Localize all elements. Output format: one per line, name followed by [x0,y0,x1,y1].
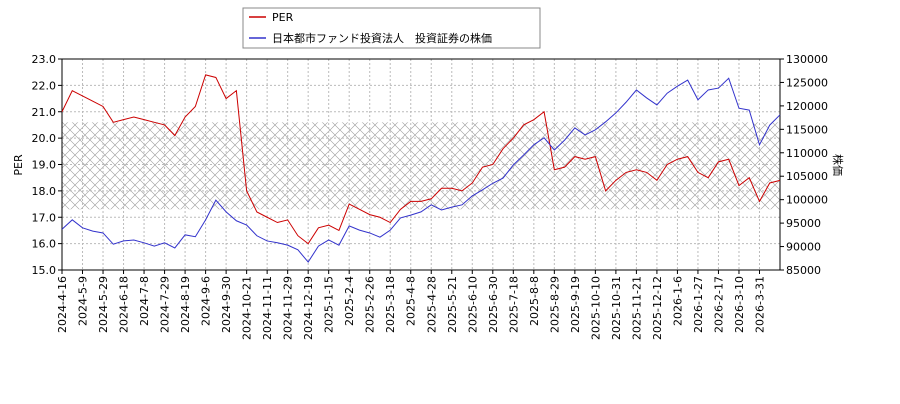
x-tick-label: 2025-12-12 [651,276,664,340]
y2-tick-label: 95000 [786,217,821,230]
y2-tick-label: 100000 [786,194,828,207]
x-tick-label: 2024-6-18 [118,276,131,333]
x-tick-label: 2026-2-17 [712,276,725,333]
y-tick-label: 19.0 [32,159,57,172]
y-tick-label: 18.0 [32,185,57,198]
x-tick-label: 2024-5-29 [97,276,110,333]
x-tick-label: 2025-11-21 [630,276,643,340]
x-tick-label: 2024-5-9 [77,276,90,326]
y-tick-label: 20.0 [32,132,57,145]
y2-tick-label: 105000 [786,170,828,183]
legend: PER 日本都市ファンド投資法人 投資証券の株価 [242,7,541,49]
x-tick-label: 2025-1-15 [323,276,336,333]
x-tick-label: 2025-4-8 [405,276,418,326]
y-tick-label: 21.0 [32,106,57,119]
y-tick-label: 15.0 [32,264,57,277]
x-tick-label: 2024-11-11 [261,276,274,340]
y-tick-label: 16.0 [32,238,57,251]
x-tick-label: 2025-4-28 [425,276,438,333]
shaded-band [62,122,780,210]
x-tick-label: 2024-9-30 [220,276,233,333]
y-tick-label: 17.0 [32,211,57,224]
x-tick-label: 2026-1-27 [692,276,705,333]
series-line [61,74,781,245]
y2-tick-label: 120000 [786,100,828,113]
x-tick-label: 2025-6-30 [487,276,500,333]
y-axis-title: PER [12,154,25,176]
x-tick-label: 2024-7-8 [138,276,151,326]
y2-tick-label: 115000 [786,123,828,136]
y2-tick-label: 110000 [786,147,828,160]
x-tick-label: 2025-10-31 [610,276,623,340]
legend-label: 日本都市ファンド投資法人 投資証券の株価 [272,31,492,45]
x-tick-label: 2024-8-19 [179,276,192,333]
plot-frame [61,58,781,271]
x-tick-label: 2025-8-29 [548,276,561,333]
series-line [61,77,781,263]
y2-tick-label: 90000 [786,241,821,254]
x-tick-label: 2026-1-6 [671,276,684,326]
x-tick-label: 2025-3-18 [384,276,397,333]
x-tick-label: 2026-3-31 [753,276,766,333]
x-tick-label: 2025-2-4 [343,276,356,326]
x-tick-label: 2025-7-18 [507,276,520,333]
x-tick-label: 2025-8-8 [528,276,541,326]
legend-label: PER [272,11,294,24]
x-tick-label: 2024-9-6 [200,276,213,326]
y-tick-label: 23.0 [32,53,57,66]
y2-tick-label: 130000 [786,53,828,66]
x-tick-label: 2026-3-10 [733,276,746,333]
x-tick-label: 2024-10-21 [241,276,254,340]
x-tick-label: 2025-5-21 [446,276,459,333]
x-tick-label: 2025-10-10 [589,276,602,340]
x-tick-label: 2024-11-29 [282,276,295,340]
y2-tick-label: 125000 [786,76,828,89]
legend-box [242,7,541,49]
y2-tick-label: 85000 [786,264,821,277]
x-tick-label: 2025-2-26 [364,276,377,333]
x-tick-label: 2025-6-10 [466,276,479,333]
x-tick-label: 2025-9-19 [569,276,582,333]
x-tick-label: 2024-12-19 [302,276,315,340]
y-tick-label: 22.0 [32,79,57,92]
y2-axis-title: 株価 [831,154,845,176]
x-tick-label: 2024-4-16 [56,276,69,333]
x-tick-label: 2024-7-29 [159,276,172,333]
